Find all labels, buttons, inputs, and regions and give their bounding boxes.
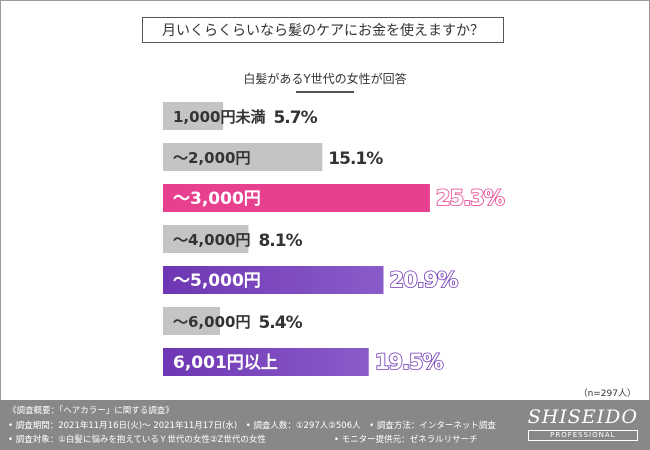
bar-3 (163, 225, 249, 253)
value-label-2: 25.3% (436, 186, 505, 210)
chart-title: 月いくらくらいなら髪のケアにお金を使えますか？ (142, 17, 504, 43)
value-label-0: 5.7% (273, 108, 317, 128)
brand-logo: SHISEIDO PROFESSIONAL (527, 406, 638, 441)
value-label-5: 5.4% (258, 313, 302, 333)
logo-subtitle: PROFESSIONAL (527, 430, 638, 441)
category-label-6: 6,001円以上 (173, 353, 278, 373)
bar-0 (163, 102, 224, 130)
logo-wordmark: SHISEIDO (527, 406, 638, 428)
bar-chart: 1,000円未満 5.7% 〜2,000円 15.1% 〜3,000円 25.3% 〜4,0… (163, 102, 507, 376)
footer-survey-details-1: • 調査期間：2021年11月16日(火)〜 2021年11月17日(水) • … (8, 421, 496, 431)
bar-5 (163, 307, 220, 335)
category-label-2: 〜3,000円 (173, 189, 261, 209)
value-label-3: 8.1% (258, 231, 302, 251)
category-label-0: 1,000円未満 (173, 108, 265, 126)
footer: 《調査概要：「ヘアカラー」に関する調査》 • 調査期間：2021年11月16日(… (0, 400, 650, 450)
bar-6 (163, 348, 369, 376)
bar-2 (163, 184, 430, 212)
footer-survey-details-2: • 調査対象：①白髪に悩みを抱えているＹ世代の女性②Z世代の女性 • モニター提… (8, 435, 478, 445)
footer-survey-title: 《調査概要：「ヘアカラー」に関する調査》 (8, 406, 174, 416)
sample-size-note: （n=297人） (578, 389, 636, 399)
category-label-3: 〜4,000円 (173, 231, 250, 249)
value-label-4: 20.9% (389, 268, 458, 292)
value-label-6: 19.5% (375, 350, 444, 374)
bar-1 (163, 143, 323, 171)
chart-subtitle: 白髪があるY世代の女性が回答 (243, 72, 407, 86)
category-label-1: 〜2,000円 (173, 149, 250, 167)
category-label-5: 〜6,000円 (173, 313, 250, 331)
category-label-4: 〜5,000円 (173, 271, 261, 291)
bar-4 (163, 266, 384, 294)
value-label-1: 15.1% (328, 149, 383, 169)
subtitle-underline (296, 91, 354, 93)
chart-title-text: 月いくらくらいなら髪のケアにお金を使えますか？ (162, 23, 484, 39)
